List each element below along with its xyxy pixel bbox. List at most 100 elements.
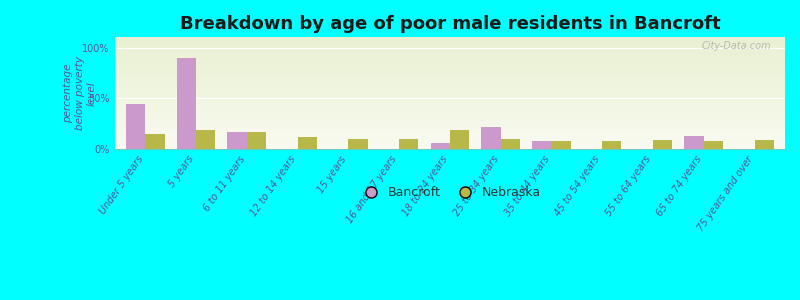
Bar (114, 82, 785, 83)
Bar (114, 96, 785, 97)
Bar (114, 50, 785, 51)
Bar (114, 77, 785, 78)
Bar (114, 115, 785, 116)
Bar (114, 42, 785, 43)
Bar (114, 89, 785, 90)
Bar (114, 85, 785, 86)
Bar (114, 132, 785, 133)
Bar (348, 139, 368, 149)
Bar (114, 120, 785, 121)
Bar (114, 37, 785, 38)
Bar (114, 38, 785, 39)
Bar (114, 66, 785, 67)
Bar (114, 44, 785, 45)
Bar (114, 144, 785, 145)
Bar (114, 56, 785, 57)
Bar (114, 136, 785, 137)
Bar (114, 39, 785, 40)
Bar (114, 107, 785, 108)
Bar (482, 127, 501, 149)
Bar (114, 119, 785, 120)
Bar (114, 114, 785, 115)
Bar (114, 117, 785, 118)
Bar (114, 145, 785, 146)
Bar (114, 87, 785, 88)
Bar (114, 143, 785, 144)
Y-axis label: percentage
below poverty
level: percentage below poverty level (63, 56, 96, 130)
Bar (501, 139, 520, 149)
Bar (114, 129, 785, 130)
Bar (114, 64, 785, 65)
Bar (114, 74, 785, 75)
Bar (114, 122, 785, 123)
Title: Breakdown by age of poor male residents in Bancroft: Breakdown by age of poor male residents … (179, 15, 720, 33)
Bar (114, 97, 785, 98)
Bar (114, 86, 785, 87)
Bar (450, 130, 469, 149)
Bar (114, 45, 785, 46)
Bar (114, 61, 785, 62)
Bar (114, 127, 785, 128)
Bar (114, 46, 785, 47)
Bar (114, 67, 785, 68)
Bar (114, 112, 785, 113)
Bar (114, 88, 785, 89)
Bar (114, 135, 785, 136)
Bar (114, 99, 785, 100)
Bar (114, 131, 785, 132)
Bar (114, 148, 785, 149)
Bar (114, 141, 785, 142)
Bar (114, 106, 785, 107)
Bar (114, 126, 785, 127)
Bar (114, 70, 785, 71)
Bar (114, 138, 785, 139)
Bar (114, 136, 785, 137)
Bar (114, 124, 785, 125)
Bar (532, 141, 551, 149)
Bar (114, 43, 785, 44)
Bar (114, 111, 785, 112)
Bar (114, 147, 785, 148)
Bar (114, 123, 785, 124)
Bar (114, 110, 785, 111)
Bar (114, 94, 785, 95)
Bar (114, 109, 785, 110)
Legend: Bancroft, Nebraska: Bancroft, Nebraska (354, 182, 546, 205)
Bar (114, 52, 785, 53)
Bar (114, 41, 785, 42)
Bar (298, 137, 317, 149)
Bar (114, 62, 785, 63)
Bar (114, 102, 785, 103)
Bar (114, 133, 785, 134)
Bar (114, 100, 785, 101)
Bar (114, 103, 785, 104)
Bar (114, 58, 785, 59)
Bar (114, 139, 785, 140)
Bar (114, 84, 785, 85)
Bar (246, 132, 266, 149)
Bar (114, 101, 785, 102)
Bar (114, 65, 785, 66)
Bar (114, 57, 785, 58)
Bar (704, 141, 723, 149)
Bar (114, 83, 785, 84)
Bar (114, 113, 785, 114)
Bar (227, 132, 246, 149)
Bar (114, 116, 785, 117)
Bar (177, 58, 196, 149)
Bar (114, 48, 785, 49)
Bar (114, 90, 785, 91)
Bar (114, 69, 785, 70)
Bar (114, 92, 785, 93)
Bar (114, 72, 785, 73)
Bar (114, 53, 785, 54)
Bar (114, 125, 785, 126)
Bar (685, 136, 704, 149)
Bar (114, 49, 785, 50)
Bar (602, 141, 622, 149)
Bar (114, 51, 785, 52)
Text: City-Data.com: City-Data.com (702, 41, 771, 51)
Bar (114, 104, 785, 105)
Bar (114, 93, 785, 94)
Bar (114, 54, 785, 55)
